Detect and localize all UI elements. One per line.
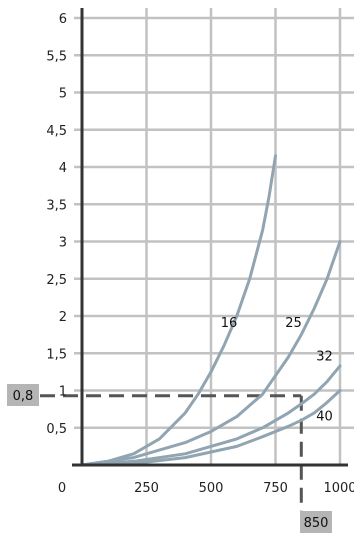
x-tick-label: 0 (58, 481, 66, 496)
y-tick-label: 4,5 (46, 124, 67, 139)
y-tick-label: 1,5 (46, 347, 67, 362)
grid (74, 8, 354, 465)
y-tick-label: 5,5 (46, 49, 67, 64)
y-tick-label: 5 (59, 87, 67, 102)
y-tick-label: 3 (59, 236, 67, 251)
x-tick-label: 250 (134, 481, 159, 496)
x-tick-label: 1000 (323, 481, 354, 496)
tick-labels: 0,5 1 1,5 2 2,5 3 3,5 4 4,5 5 5,5 6 0 250 500 750 1000 (46, 12, 354, 496)
series-lines (80, 154, 342, 467)
y-tick-label: 4 (59, 161, 67, 176)
x-tick-label: 500 (199, 481, 224, 496)
x-tick-label: 750 (263, 481, 288, 496)
y-reference-box (7, 384, 39, 406)
axes (72, 8, 348, 467)
y-reference-label: 0,8 (13, 389, 34, 404)
series-label-25: 25 (285, 316, 302, 331)
series-line-40 (80, 389, 342, 467)
reference-markers: 0,8 850 (7, 384, 332, 533)
y-tick-label: 1 (59, 385, 67, 400)
series-labels: 16 25 32 40 (221, 316, 333, 424)
series-line-16 (80, 154, 277, 467)
series-label-32: 32 (316, 350, 333, 365)
x-reference-box (300, 511, 332, 533)
series-line-25 (80, 240, 342, 467)
y-tick-label: 6 (59, 12, 67, 27)
reference-guides (40, 394, 303, 511)
series-label-40: 40 (316, 409, 333, 424)
x-reference-label: 850 (304, 516, 329, 531)
y-tick-label: 3,5 (46, 198, 67, 213)
y-tick-label: 0,5 (46, 422, 67, 437)
y-tick-label: 2 (59, 310, 67, 325)
y-tick-label: 2,5 (46, 273, 67, 288)
series-line-32 (80, 364, 342, 467)
series-label-16: 16 (221, 316, 238, 331)
